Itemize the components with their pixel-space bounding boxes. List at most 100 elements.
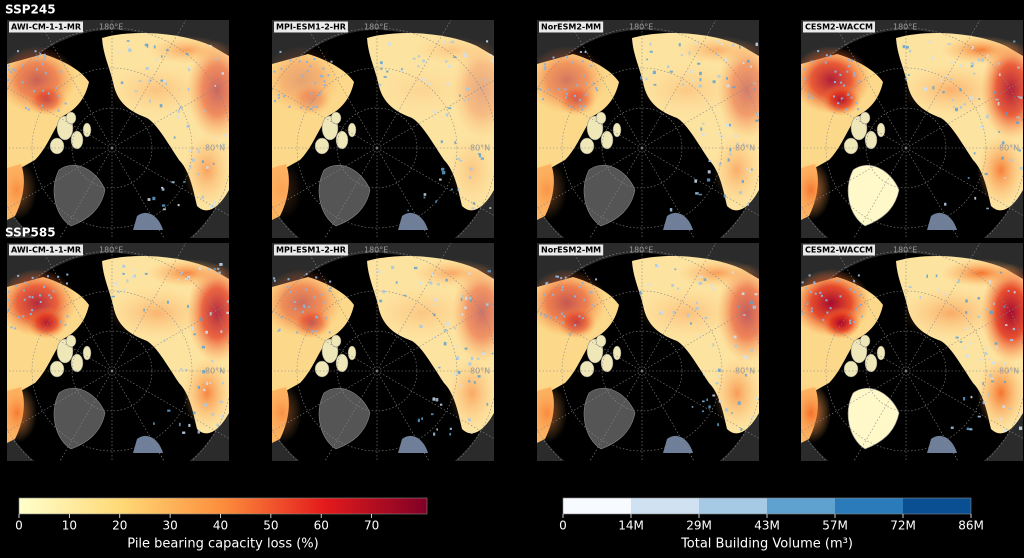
building-speckle	[692, 79, 695, 82]
building-speckle	[120, 81, 124, 84]
building-speckle	[301, 311, 304, 314]
building-speckle	[1017, 95, 1020, 98]
building-speckle	[829, 307, 832, 310]
building-speckle	[178, 107, 183, 110]
building-speckle	[209, 382, 212, 384]
iceland-scand	[398, 435, 428, 453]
heat	[677, 259, 757, 287]
building-speckle	[592, 82, 595, 85]
building-speckle	[847, 65, 850, 68]
building-speckle	[963, 345, 967, 349]
building-speckle	[698, 193, 703, 196]
building-speckle	[1002, 405, 1006, 408]
building-speckle	[191, 158, 195, 162]
building-speckle	[729, 147, 732, 152]
building-speckle	[453, 56, 457, 59]
building-speckle	[1004, 177, 1006, 179]
building-speckle	[737, 305, 740, 308]
building-speckle	[701, 133, 705, 136]
heat	[977, 357, 1023, 429]
building-speckle	[560, 312, 563, 315]
building-speckle	[35, 68, 38, 71]
building-speckle	[966, 427, 970, 431]
heat	[448, 357, 494, 429]
building-speckle	[29, 313, 32, 316]
map	[537, 243, 759, 461]
building-speckle	[223, 134, 227, 137]
building-speckle	[694, 179, 697, 183]
building-speckle	[180, 368, 183, 371]
graticule	[641, 303, 759, 372]
map	[7, 243, 229, 461]
panel-label: AWI-CM-1-1-MR	[11, 246, 81, 255]
building-speckle	[293, 300, 296, 303]
colorbar-tick-label: 10	[62, 519, 77, 533]
building-speckle	[825, 299, 828, 302]
building-speckle	[422, 78, 426, 82]
building-speckle	[296, 331, 299, 334]
building-speckle	[50, 296, 53, 299]
building-speckle	[470, 356, 474, 361]
colorbar-tick-label: 57M	[822, 519, 848, 533]
building-speckle	[583, 298, 586, 301]
building-speckle	[277, 329, 280, 332]
building-speckle	[736, 142, 739, 145]
building-speckle	[990, 380, 995, 383]
building-speckle	[423, 196, 426, 199]
building-speckle	[329, 280, 332, 283]
building-speckle	[850, 96, 853, 99]
lat-label: 80°N	[205, 367, 225, 376]
building-speckle	[211, 413, 215, 416]
graticule	[567, 243, 643, 372]
building-speckle	[380, 67, 383, 71]
island	[330, 111, 342, 125]
island	[49, 137, 65, 155]
building-speckle	[950, 426, 954, 429]
building-speckle	[970, 65, 974, 68]
building-speckle	[477, 153, 481, 155]
building-speckle	[170, 111, 173, 115]
building-speckle	[810, 307, 813, 310]
building-speckle	[480, 157, 484, 160]
panel-label-box	[274, 244, 348, 256]
building-speckle	[182, 431, 186, 434]
graticule	[302, 243, 378, 372]
colorbar-tick-label: 72M	[890, 519, 916, 533]
building-speckle	[718, 162, 722, 166]
building-speckle	[699, 275, 703, 278]
building-speckle	[220, 415, 224, 419]
building-speckle	[923, 87, 928, 91]
graticule	[641, 20, 717, 149]
heat	[677, 36, 757, 64]
building-speckle	[560, 277, 563, 280]
building-speckle	[944, 202, 947, 206]
building-speckle	[212, 162, 215, 165]
building-speckle	[327, 74, 330, 77]
building-speckle	[729, 152, 732, 156]
building-speckle	[412, 57, 416, 60]
heat	[717, 40, 759, 140]
building-speckle	[153, 422, 155, 425]
building-speckle	[489, 207, 492, 209]
island	[612, 345, 622, 361]
building-speckle	[197, 430, 201, 434]
building-speckle	[829, 54, 832, 57]
building-speckle	[31, 296, 34, 299]
panel-label: CESM2-WACCM	[805, 246, 873, 255]
building-speckle	[1003, 429, 1007, 433]
building-speckle	[544, 316, 547, 319]
building-speckle	[744, 357, 749, 360]
building-speckle	[55, 86, 58, 89]
heat	[147, 259, 227, 287]
building-speckle	[845, 108, 848, 111]
building-speckle	[733, 335, 737, 339]
greenland	[318, 165, 371, 227]
building-speckle	[27, 108, 30, 111]
building-speckle	[466, 87, 470, 91]
building-speckle	[1001, 141, 1005, 145]
building-speckle	[433, 110, 437, 114]
graticule	[641, 80, 759, 149]
iceland-scand	[663, 212, 693, 230]
lon-label: 180°E	[364, 246, 388, 255]
building-speckle	[729, 123, 732, 127]
